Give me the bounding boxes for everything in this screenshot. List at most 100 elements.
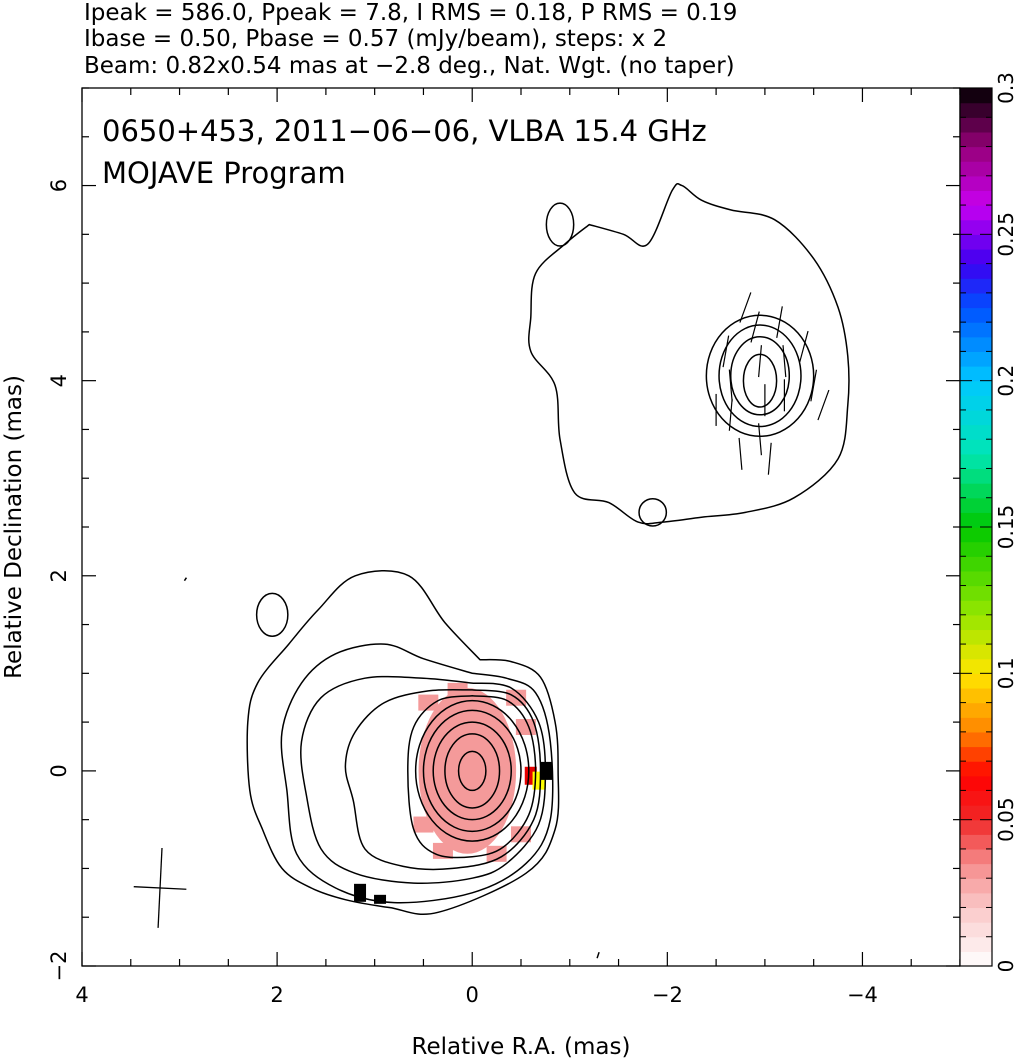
beam-marker: [133, 847, 187, 928]
polarization-pixel: [486, 845, 507, 862]
y-axis-label: Relative Declination (mas): [1, 375, 27, 679]
x-tick-label-3: −2: [652, 983, 683, 1007]
colorbar-step: [960, 380, 992, 396]
evpa-vector-9: [782, 345, 787, 378]
colorbar-step: [960, 951, 992, 967]
colorbar-label-5: 0.25: [994, 212, 1018, 257]
colorbar-step: [960, 673, 992, 689]
y-tick-labels: −2 0 2 4 6: [47, 179, 71, 982]
jet-inner-contour-1: [718, 324, 802, 428]
core-contour-9: [457, 750, 487, 792]
colorbar-step: [960, 702, 992, 718]
colorbar-step: [960, 263, 992, 279]
colorbar-step: [960, 453, 992, 470]
colorbar-label-0: 0: [994, 960, 1018, 973]
core-contour-1: [280, 643, 554, 904]
colorbar-step: [960, 922, 992, 938]
colorbar-step: [960, 395, 992, 411]
contour-island-2: [638, 497, 668, 527]
colorbar-step: [960, 614, 992, 631]
colorbar-label-3: 0.15: [994, 505, 1018, 550]
x-tick-labels: 4 2 0 −2 −4: [75, 983, 878, 1007]
colorbar-step: [960, 146, 992, 162]
polarization-pixel: [511, 826, 531, 843]
x-tick-label-2: 0: [466, 983, 479, 1007]
noise-mark: [183, 577, 188, 582]
colorbar: [960, 88, 992, 967]
colorbar-step: [960, 483, 992, 499]
evpa-vector-3: [739, 292, 752, 323]
contour-island-0: [545, 202, 575, 247]
colorbar-step: [960, 409, 992, 426]
colorbar-step: [960, 731, 992, 748]
colorbar-step: [960, 527, 992, 543]
source-annotation: 0650+453, 2011−06−06, VLBA 15.4 GHz: [102, 114, 707, 148]
colorbar-label-2: 0.1: [994, 657, 1018, 689]
core-contour-3: [344, 688, 542, 871]
colorbar-step: [960, 161, 992, 177]
colorbar-step: [960, 292, 992, 309]
colorbar-step: [960, 878, 992, 894]
header-beam-info: Beam: 0.82x0.54 mas at −2.8 deg., Nat. W…: [84, 53, 735, 79]
colorbar-step: [960, 102, 992, 118]
colorbar-step: [960, 88, 992, 104]
colorbar-label-6: 0.3: [994, 72, 1018, 104]
colorbar-step: [960, 717, 992, 733]
colorbar-step: [960, 600, 992, 616]
colorbar-step: [960, 907, 992, 923]
colorbar-step: [960, 570, 992, 587]
colorbar-step: [960, 351, 992, 367]
x-tick-label-4: −4: [847, 983, 878, 1007]
evpa-vector-2: [728, 398, 733, 431]
jet-inner-contour-2: [729, 336, 791, 416]
y-tick-label-2: 2: [47, 569, 71, 582]
colorbar-step: [960, 746, 992, 762]
header-base-levels: Ibase = 0.50, Pbase = 0.57 (mJy/beam), s…: [84, 26, 667, 52]
colorbar-label-1: 0.05: [994, 797, 1018, 842]
evpa-vector-0: [722, 335, 730, 368]
colorbar-step: [960, 629, 992, 645]
colorbar-step: [960, 848, 992, 865]
evpa-vector-13: [799, 330, 809, 363]
polarization-pixel: [447, 682, 468, 699]
colorbar-step: [960, 219, 992, 235]
header-stats: Ipeak = 586.0, Ppeak = 7.8, I RMS = 0.18…: [84, 0, 737, 26]
colorbar-step: [960, 175, 992, 192]
y-tick-label-4: 6: [47, 179, 71, 192]
colorbar-labels: 0 0.05 0.1 0.15 0.2 0.25 0.3: [994, 72, 1018, 972]
evpa-vector-15: [817, 389, 830, 421]
colorbar-step: [960, 468, 992, 484]
colorbar-step: [960, 805, 992, 821]
colorbar-step: [960, 278, 992, 294]
evpa-vectors: [715, 292, 830, 475]
colorbar-step: [960, 585, 992, 601]
colorbar-step: [960, 336, 992, 352]
colorbar-step: [960, 556, 992, 572]
colorbar-step: [960, 234, 992, 250]
core-contour-7: [432, 721, 512, 821]
core-contour-4: [407, 695, 537, 859]
polarization-pixel-3: [354, 883, 367, 902]
colorbar-step: [960, 117, 992, 133]
colorbar-step: [960, 366, 992, 382]
jet-inner-contour-0: [705, 314, 815, 438]
colorbar-step: [960, 863, 992, 879]
y-tick-label-1: 0: [47, 764, 71, 777]
beam-minor-axis: [133, 886, 187, 890]
core-contour-8: [444, 733, 501, 809]
colorbar-step: [960, 439, 992, 455]
x-axis-label: Relative R.A. (mas): [412, 1034, 631, 1060]
colorbar-step: [960, 644, 992, 660]
program-annotation: MOJAVE Program: [102, 156, 346, 190]
core-contour-0: [246, 569, 560, 915]
noise-mark: [596, 951, 600, 959]
colorbar-ticks: [960, 87, 992, 967]
contour-island-1: [255, 592, 289, 638]
evpa-vector-8: [776, 306, 783, 338]
axis-ticks: [81, 87, 961, 967]
colorbar-step: [960, 497, 992, 513]
polarization-pixel-extra: [374, 894, 387, 904]
colorbar-step: [960, 658, 992, 674]
intensity-contours: [183, 182, 850, 959]
